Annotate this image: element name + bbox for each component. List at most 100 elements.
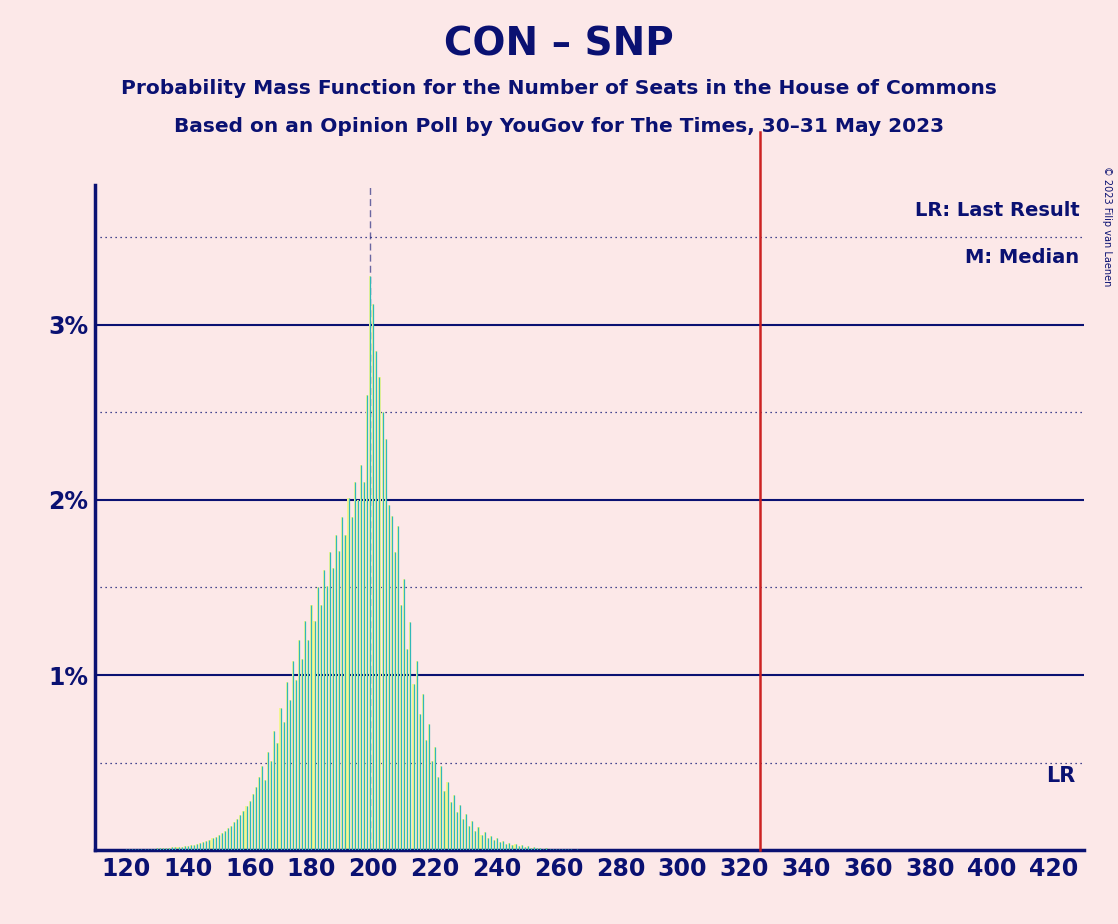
Bar bbox=[295, 680, 297, 850]
Bar bbox=[353, 482, 356, 850]
Bar bbox=[537, 848, 538, 850]
Bar bbox=[159, 848, 161, 850]
Bar bbox=[502, 841, 504, 850]
Bar bbox=[138, 849, 140, 850]
Bar bbox=[477, 827, 480, 850]
Bar bbox=[299, 640, 300, 850]
Bar bbox=[388, 505, 390, 850]
Bar bbox=[394, 553, 396, 850]
Bar bbox=[437, 776, 439, 850]
Bar bbox=[456, 811, 458, 850]
Bar bbox=[413, 684, 415, 850]
Bar bbox=[311, 605, 313, 850]
Bar bbox=[313, 621, 315, 850]
Bar bbox=[208, 840, 210, 850]
Bar bbox=[255, 787, 257, 850]
Bar bbox=[499, 843, 501, 850]
Bar bbox=[320, 605, 322, 850]
Bar bbox=[332, 568, 334, 850]
Bar bbox=[220, 833, 222, 850]
Bar bbox=[563, 849, 566, 850]
Bar bbox=[378, 377, 380, 850]
Bar bbox=[286, 682, 287, 850]
Bar bbox=[486, 838, 489, 850]
Bar bbox=[462, 820, 464, 850]
Bar bbox=[527, 846, 529, 850]
Bar bbox=[558, 849, 560, 850]
Bar bbox=[243, 810, 245, 850]
Bar bbox=[446, 782, 448, 850]
Bar bbox=[215, 837, 217, 850]
Bar bbox=[542, 848, 544, 850]
Bar bbox=[449, 802, 452, 850]
Text: LR: LR bbox=[1046, 766, 1076, 785]
Bar bbox=[134, 849, 136, 850]
Bar bbox=[202, 842, 205, 850]
Bar bbox=[143, 849, 145, 850]
Bar bbox=[406, 649, 408, 850]
Bar bbox=[218, 835, 220, 850]
Bar bbox=[199, 843, 201, 850]
Bar bbox=[335, 535, 338, 850]
Bar bbox=[260, 766, 263, 850]
Bar bbox=[227, 829, 229, 850]
Bar bbox=[323, 570, 325, 850]
Bar bbox=[509, 843, 511, 850]
Bar bbox=[425, 740, 427, 850]
Bar bbox=[304, 621, 306, 850]
Bar bbox=[530, 847, 532, 850]
Bar bbox=[276, 743, 278, 850]
Bar bbox=[400, 605, 402, 850]
Bar bbox=[267, 752, 269, 850]
Bar bbox=[341, 517, 343, 850]
Bar bbox=[444, 791, 445, 850]
Bar bbox=[183, 846, 186, 850]
Bar bbox=[288, 699, 291, 850]
Bar bbox=[493, 841, 495, 850]
Bar bbox=[252, 794, 254, 850]
Bar bbox=[372, 304, 375, 850]
Bar bbox=[141, 849, 142, 850]
Bar bbox=[465, 814, 467, 850]
Bar bbox=[233, 822, 235, 850]
Bar bbox=[155, 848, 158, 850]
Bar bbox=[551, 848, 553, 850]
Text: M: Median: M: Median bbox=[965, 248, 1080, 267]
Bar bbox=[496, 838, 498, 850]
Bar bbox=[418, 713, 420, 850]
Bar bbox=[230, 825, 233, 850]
Bar bbox=[357, 500, 359, 850]
Bar bbox=[239, 815, 241, 850]
Text: Probability Mass Function for the Number of Seats in the House of Commons: Probability Mass Function for the Number… bbox=[121, 79, 997, 98]
Bar bbox=[344, 535, 347, 850]
Bar bbox=[168, 847, 170, 850]
Bar bbox=[518, 846, 520, 850]
Bar bbox=[206, 841, 208, 850]
Bar bbox=[236, 819, 238, 850]
Bar bbox=[264, 780, 266, 850]
Bar bbox=[468, 825, 471, 850]
Bar bbox=[280, 709, 282, 850]
Bar bbox=[187, 845, 189, 850]
Text: CON – SNP: CON – SNP bbox=[444, 26, 674, 64]
Bar bbox=[165, 848, 168, 850]
Bar bbox=[481, 834, 483, 850]
Bar bbox=[409, 623, 411, 850]
Bar bbox=[339, 551, 340, 850]
Text: © 2023 Filip van Laenen: © 2023 Filip van Laenen bbox=[1102, 166, 1112, 286]
Bar bbox=[224, 831, 226, 850]
Bar bbox=[428, 724, 430, 850]
Bar bbox=[351, 517, 353, 850]
Bar bbox=[211, 838, 214, 850]
Bar bbox=[146, 848, 149, 850]
Bar bbox=[301, 659, 303, 850]
Bar bbox=[360, 465, 362, 850]
Bar bbox=[178, 847, 180, 850]
Bar bbox=[381, 412, 383, 850]
Bar bbox=[162, 848, 164, 850]
Bar bbox=[153, 848, 155, 850]
Bar bbox=[325, 586, 328, 850]
Text: LR: Last Result: LR: Last Result bbox=[915, 201, 1080, 221]
Bar bbox=[523, 847, 525, 850]
Bar bbox=[271, 760, 273, 850]
